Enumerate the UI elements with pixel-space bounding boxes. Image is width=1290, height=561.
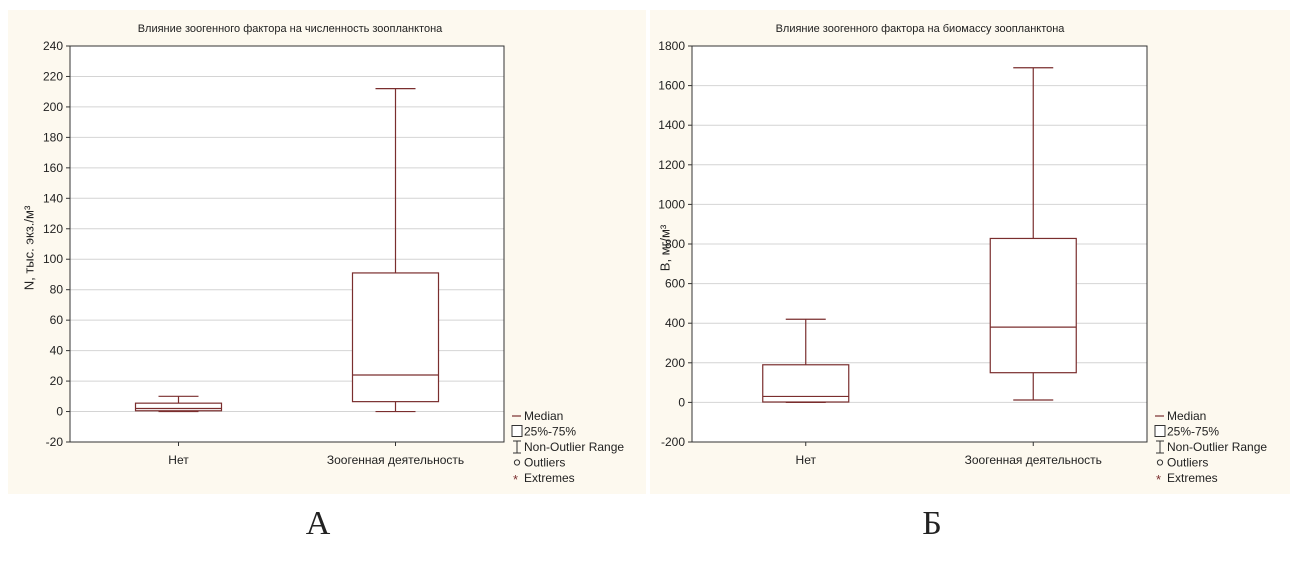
legend-box-symbol	[1154, 425, 1166, 437]
legend-box-symbol	[511, 425, 523, 437]
y-tick-label: 1400	[658, 118, 685, 132]
y-tick-label: 80	[50, 283, 64, 297]
y-tick-label: 200	[665, 356, 685, 370]
y-tick-label: -200	[661, 435, 685, 449]
chart-title: Влияние зоогенного фактора на численност…	[138, 23, 443, 35]
chart-b-svg: -200 0 200 400 600 800 1000 1200 1400 1600 1800 Вли…	[657, 23, 1267, 487]
chart-a-svg: -20 0 20 40 60 80 100 120 140 160 180 200 220 240 Влия…	[21, 23, 624, 487]
iqr-box	[989, 237, 1077, 374]
legend-label-outliers: Outliers	[1167, 456, 1208, 470]
legend-label-box: 25%-75%	[524, 425, 576, 439]
y-tick-label: 40	[50, 344, 64, 358]
y-tick-label: 1000	[658, 197, 685, 211]
x-tick-label: Зоогенная деятельность	[965, 453, 1102, 467]
y-tick-label: 160	[43, 161, 63, 175]
figure-label-b: Б	[922, 505, 942, 542]
y-tick-label: 240	[43, 39, 63, 53]
y-tick-label: 180	[43, 130, 63, 144]
box-1	[351, 88, 440, 413]
iqr-box	[762, 364, 850, 403]
legend-label-outliers: Outliers	[524, 456, 565, 470]
legend-label-box: 25%-75%	[1167, 425, 1219, 439]
y-tick-label: 0	[678, 395, 685, 409]
y-tick-label: 60	[50, 313, 64, 327]
legend-label-range: Non-Outlier Range	[524, 440, 624, 454]
chart-title: Влияние зоогенного фактора на биомассу з…	[776, 23, 1066, 35]
x-tick-label: Зоогенная деятельность	[327, 453, 464, 467]
legend: * Median 25%-75%Non-Outlier Range OutliersE…	[1154, 409, 1267, 487]
y-tick-label: 220	[43, 69, 63, 83]
y-tick-label: 1200	[658, 158, 685, 172]
box-1	[989, 67, 1077, 401]
legend-label-range: Non-Outlier Range	[1167, 440, 1267, 454]
y-axis-label: N, тыс. экз./м³	[21, 205, 36, 290]
y-tick-label: 1800	[658, 39, 685, 53]
x-tick-label: Нет	[796, 453, 817, 467]
chart-panel-b: -200 0 200 400 600 800 1000 1200 1400 1600 1800 Вли…	[650, 10, 1290, 494]
y-tick-label: 800	[665, 237, 685, 251]
y-tick-label: 200	[43, 100, 63, 114]
plot-frame	[69, 45, 505, 443]
legend-extreme-symbol: *	[1156, 472, 1161, 487]
figure-label-a: А	[305, 505, 331, 542]
y-tick-label: 0	[56, 405, 63, 419]
y-tick-label: -20	[46, 435, 64, 449]
y-tick-label: 100	[43, 252, 63, 266]
legend-extreme-symbol: *	[513, 472, 518, 487]
iqr-box	[134, 402, 223, 412]
legend-label-median: Median	[1167, 409, 1206, 423]
y-tick-label: 400	[665, 316, 685, 330]
legend-outlier-symbol	[513, 459, 521, 466]
legend: * Median 25%-75%Non-Outlier Range OutliersE…	[511, 409, 624, 487]
y-tick-label: 1600	[658, 79, 685, 93]
legend-label-extremes: Extremes	[1167, 471, 1218, 485]
legend-outlier-symbol	[1156, 459, 1164, 466]
plot-frame	[691, 45, 1148, 443]
y-tick-label: 600	[665, 277, 685, 291]
y-tick-label: 20	[50, 374, 64, 388]
y-axis-label: B, мг/м³	[657, 224, 672, 271]
legend-label-extremes: Extremes	[524, 471, 575, 485]
box-0	[134, 395, 223, 413]
box-0	[762, 318, 850, 403]
y-tick-label: 140	[43, 191, 63, 205]
chart-panel-a: -20 0 20 40 60 80 100 120 140 160 180 200 220 240 Влия…	[8, 10, 646, 494]
iqr-box	[351, 272, 440, 403]
y-tick-label: 120	[43, 222, 63, 236]
legend-label-median: Median	[524, 409, 563, 423]
x-tick-label: Нет	[168, 453, 189, 467]
